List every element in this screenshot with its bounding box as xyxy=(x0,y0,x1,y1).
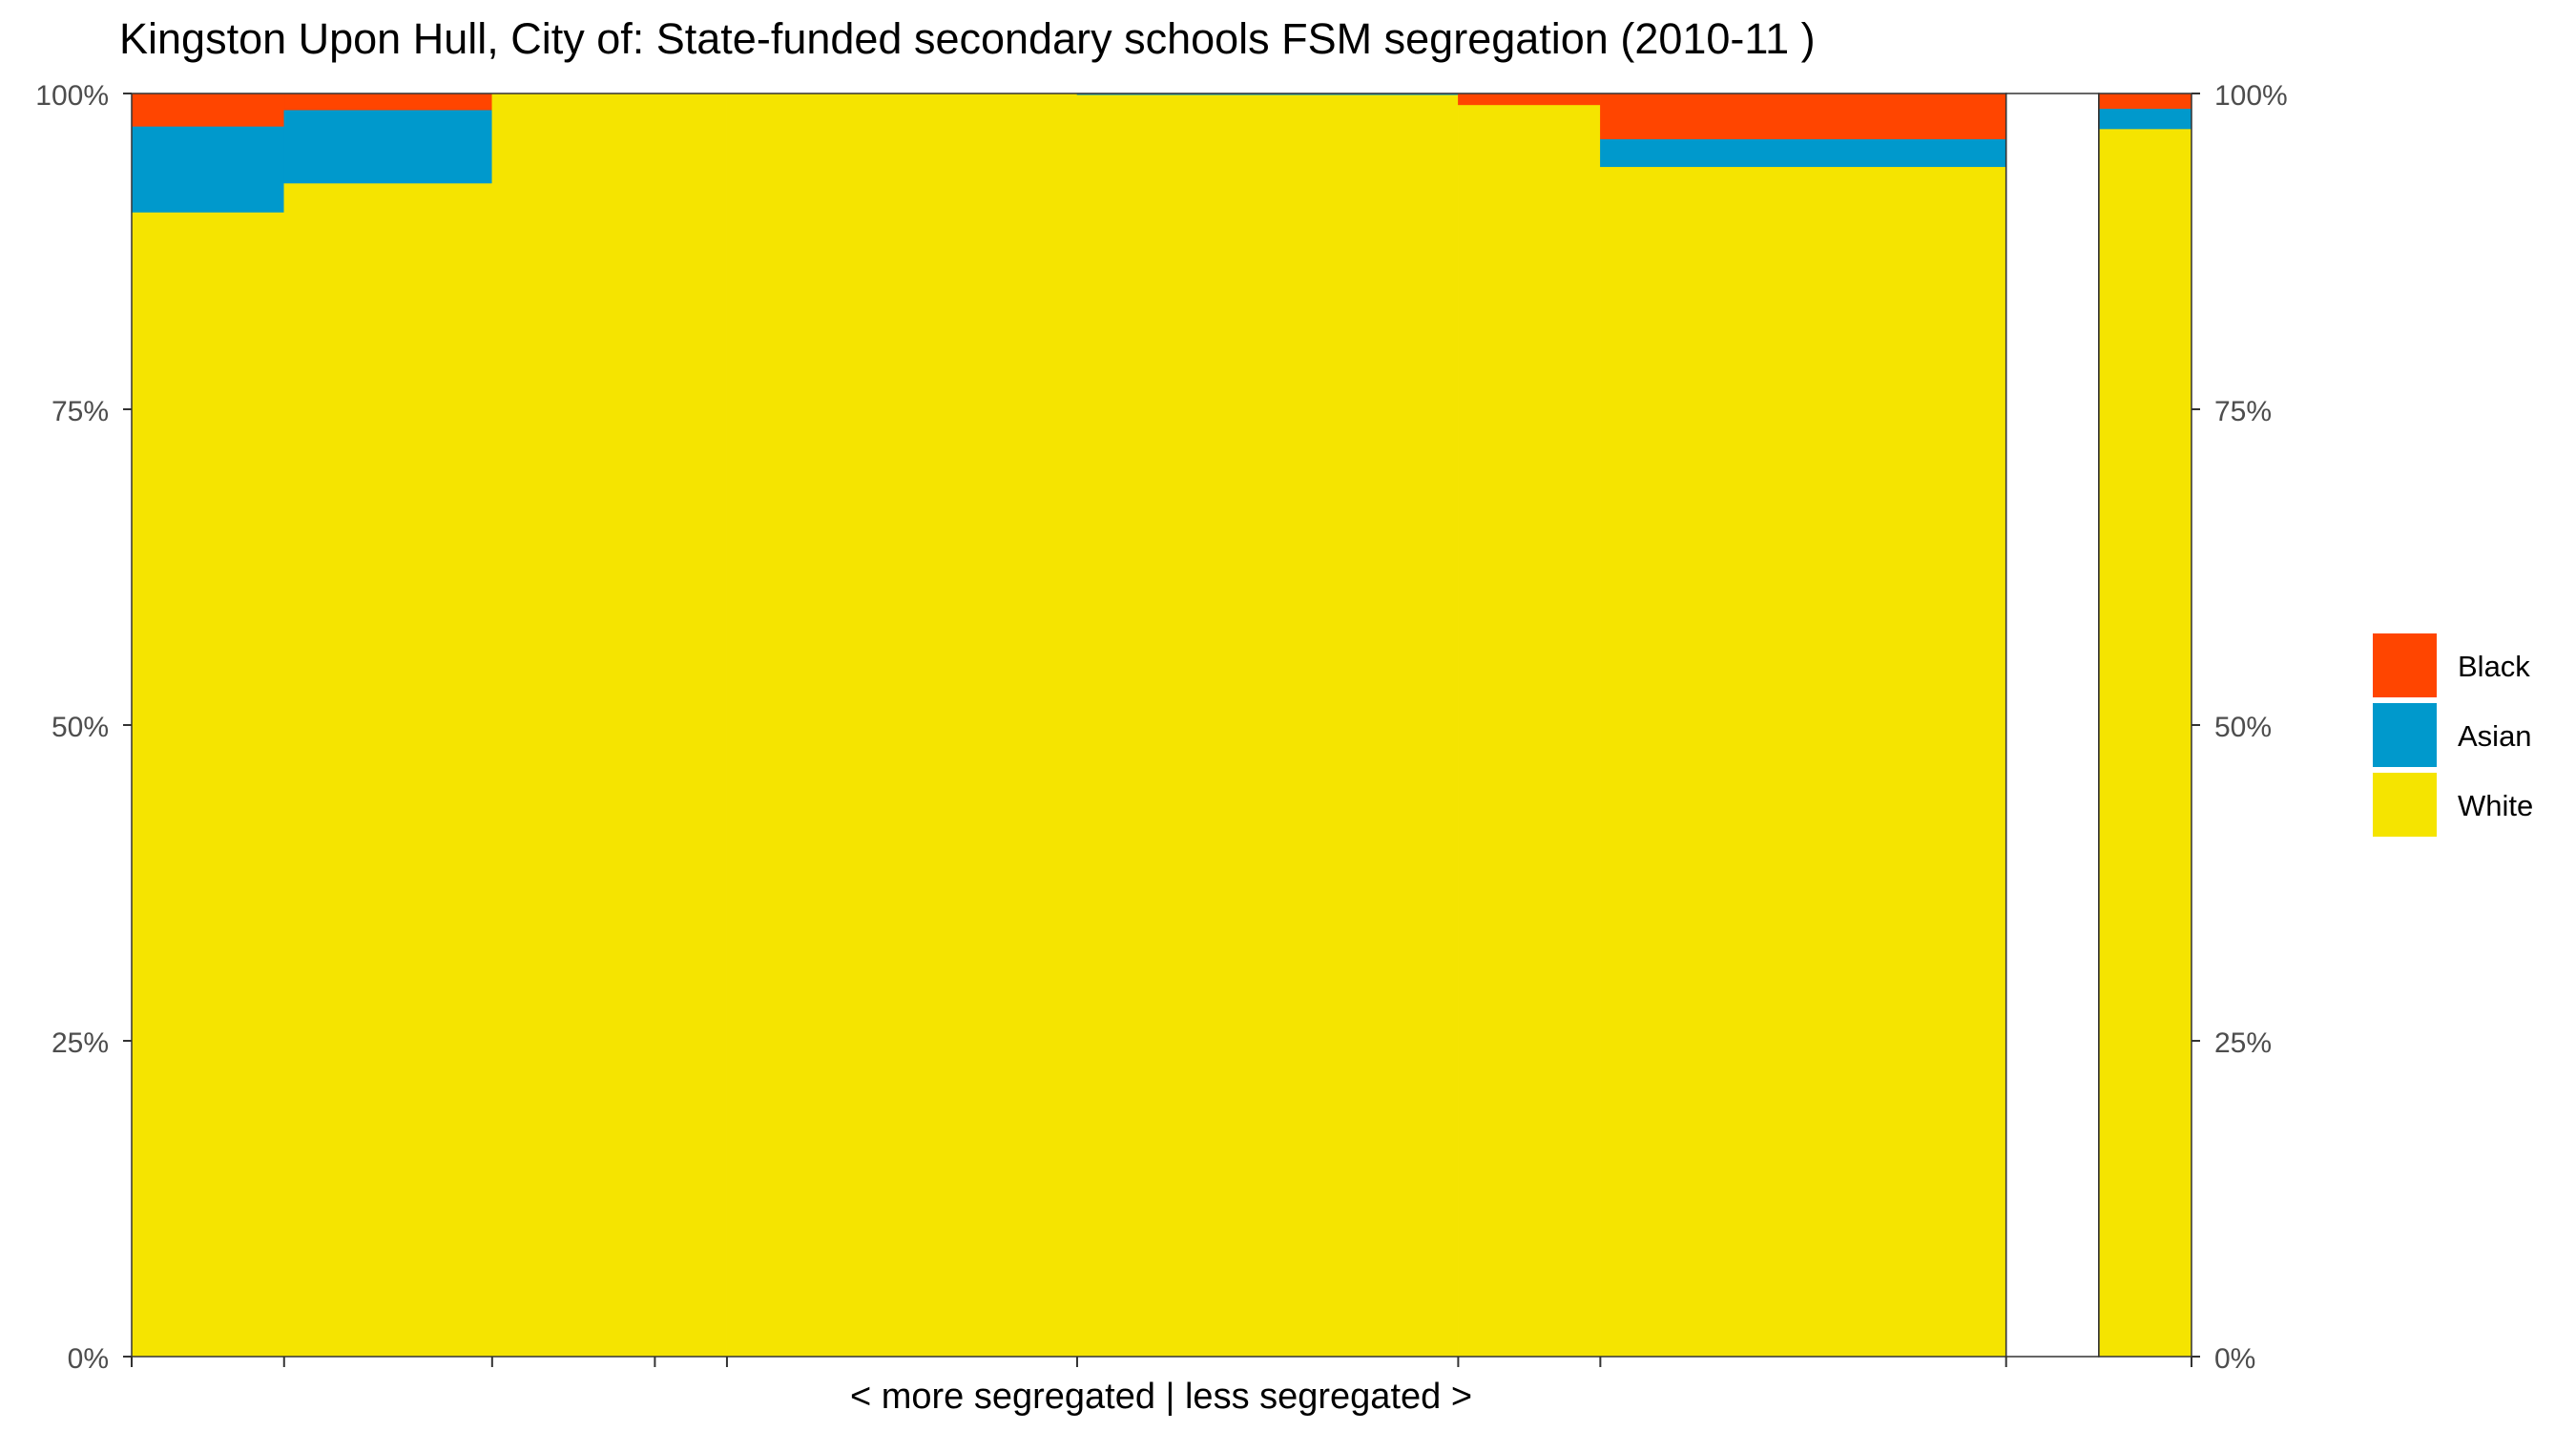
y-tick-label-right: 25% xyxy=(2214,1027,2272,1059)
empty-panel xyxy=(2005,93,2100,1358)
y-tick-label-right: 75% xyxy=(2214,396,2272,427)
bar-segment-white-7 xyxy=(1458,104,1601,1358)
legend-key-asian xyxy=(2373,703,2437,767)
legend-label-white: White xyxy=(2458,789,2533,822)
bar-segment-white-5 xyxy=(726,93,1078,1358)
y-tick-label-left: 50% xyxy=(52,712,109,743)
plot-area xyxy=(123,93,2200,1367)
legend-key-white xyxy=(2373,773,2437,837)
x-axis-title: < more segregated | less segregated > xyxy=(850,1377,1472,1417)
legend-label-black: Black xyxy=(2458,650,2530,683)
bar-segment-asian-9 xyxy=(2098,108,2192,130)
bar-segment-white-4 xyxy=(654,93,728,1358)
y-tick-label-right: 50% xyxy=(2214,712,2272,743)
bar-segment-black-8 xyxy=(1600,93,2006,139)
legend: Black Asian White xyxy=(2373,633,2533,837)
y-tick-label-right: 100% xyxy=(2214,80,2288,112)
bar-segment-asian-2 xyxy=(283,109,493,184)
bar-segment-asian-1 xyxy=(131,126,285,213)
bar-segment-black-1 xyxy=(131,93,285,127)
bar-segment-black-2 xyxy=(283,93,493,111)
y-tick-label-left: 100% xyxy=(35,80,109,112)
legend-key-black xyxy=(2373,633,2437,697)
bar-segment-white-2 xyxy=(283,182,493,1358)
chart-title: Kingston Upon Hull, City of: State-funde… xyxy=(119,14,1816,63)
y-tick-label-left: 0% xyxy=(68,1343,109,1375)
y-axis-right: 100% 75% 50% 25% 0% xyxy=(2214,80,2288,1375)
bar-segment-white-3 xyxy=(491,93,655,1358)
bar-segment-white-8 xyxy=(1600,166,2006,1358)
y-tick-label-right: 0% xyxy=(2214,1343,2255,1375)
bar-segment-asian-8 xyxy=(1600,138,2006,168)
bar-segment-black-9 xyxy=(2098,93,2192,110)
bar-segment-black-7 xyxy=(1458,93,1601,106)
bar-segment-white-6 xyxy=(1076,94,1459,1358)
y-tick-label-left: 25% xyxy=(52,1027,109,1059)
y-axis-left: 100% 75% 50% 25% 0% xyxy=(35,80,109,1375)
bar-segment-white-1 xyxy=(131,212,285,1358)
y-tick-label-left: 75% xyxy=(52,396,109,427)
legend-label-asian: Asian xyxy=(2458,719,2532,753)
bar-segment-white-9 xyxy=(2098,128,2192,1358)
